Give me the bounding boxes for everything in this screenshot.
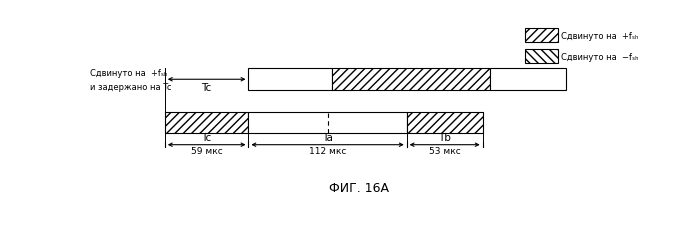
Bar (165, 112, 248, 134)
Bar (332, 69, 490, 91)
Text: Сдвинуто на  −fₛₕ: Сдвинуто на −fₛₕ (561, 52, 638, 61)
Text: Tc: Tc (201, 82, 212, 92)
Bar (407, 112, 482, 134)
Bar (248, 69, 332, 91)
Text: Сдвинуто на  +fₛₕ: Сдвинуто на +fₛₕ (89, 69, 167, 78)
Bar (490, 69, 566, 91)
Text: Ta: Ta (322, 133, 333, 143)
Text: и задержано на Tc: и задержано на Tc (89, 82, 171, 91)
Text: Сдвинуто на  +fₛₕ: Сдвинуто на +fₛₕ (561, 32, 638, 41)
Text: 112 мкс: 112 мкс (309, 147, 346, 155)
Text: Tc: Tc (201, 133, 212, 143)
Text: ФИГ. 16А: ФИГ. 16А (329, 181, 389, 194)
Text: 53 мкс: 53 мкс (428, 147, 461, 155)
Bar (248, 112, 407, 134)
Text: 59 мкс: 59 мкс (191, 147, 222, 155)
Bar (525, 50, 558, 64)
Text: Tb: Tb (438, 133, 451, 143)
Bar (525, 29, 558, 43)
